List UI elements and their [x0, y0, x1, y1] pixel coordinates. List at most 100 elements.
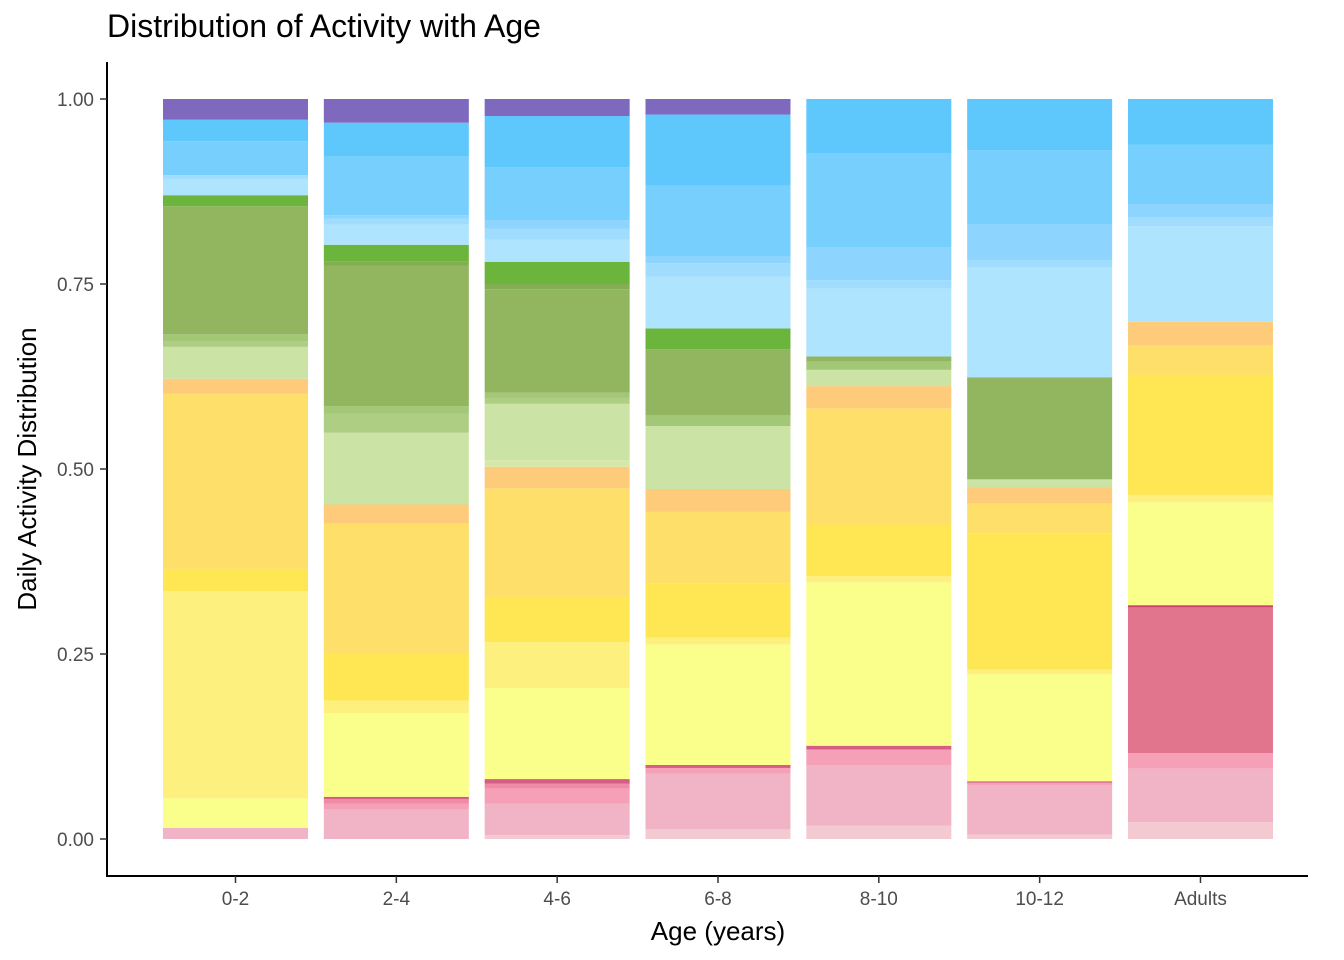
bar-segment	[645, 637, 791, 645]
bar-segment	[967, 266, 1113, 378]
bar-2-4	[323, 99, 469, 839]
bar-segment	[806, 99, 952, 154]
bar-segment	[163, 119, 308, 142]
bar-segment	[967, 260, 1113, 267]
bar-segment	[484, 284, 630, 290]
bar-segment	[645, 644, 791, 765]
y-tick-label: 0.25	[57, 645, 94, 666]
bar-segment	[806, 280, 952, 289]
bar-segment	[484, 783, 630, 789]
bar-segment	[967, 533, 1113, 670]
y-axis-title: Daily Activity Distribution	[12, 327, 42, 610]
bar-segment	[163, 195, 308, 207]
bar-segment	[806, 356, 952, 362]
bar-segment	[645, 414, 791, 427]
bar-segment	[484, 220, 630, 229]
bar-segment	[323, 432, 469, 505]
y-ticks-layer: 0.00 0.25 0.50 0.75 1.00	[57, 90, 107, 851]
bar-segment	[806, 524, 952, 577]
y-tick-label: 1.00	[57, 90, 94, 111]
bar-segment	[1127, 321, 1273, 346]
bar-segment	[806, 749, 952, 765]
bar-segment	[1127, 345, 1273, 376]
bar-segment	[645, 426, 791, 489]
bar-segment	[484, 403, 630, 461]
bar-segment	[484, 642, 630, 689]
bar-segment	[484, 167, 630, 221]
bar-segment	[484, 289, 630, 393]
bar-segment	[645, 99, 791, 115]
bar-segment	[323, 809, 469, 839]
bar-segment	[1127, 375, 1273, 495]
bar-segment	[645, 765, 791, 768]
bar-segment	[484, 779, 630, 784]
bar-segment	[645, 349, 791, 415]
bar-segment	[163, 591, 308, 799]
bar-segment	[163, 206, 308, 335]
bar-segment	[163, 175, 308, 179]
bar-segment	[806, 582, 952, 746]
bar-segment	[806, 825, 952, 839]
bar-segment	[1127, 217, 1273, 227]
bar-segment	[484, 460, 630, 467]
bar-segment	[323, 224, 469, 245]
bar-6-8	[645, 99, 791, 839]
bar-segment	[323, 122, 469, 157]
bar-segment	[967, 669, 1113, 674]
bar-segment	[323, 799, 469, 804]
bar-10-12	[967, 99, 1113, 839]
bar-segment	[645, 773, 791, 830]
bar-segment	[967, 479, 1113, 488]
bar-segment	[967, 834, 1113, 839]
bar-segment	[323, 796, 469, 800]
bar-segment	[806, 576, 952, 583]
bar-segment	[484, 488, 630, 598]
bar-0-2	[163, 99, 308, 839]
bar-segment	[323, 261, 469, 266]
bar-segment	[323, 713, 469, 797]
bar-segment	[806, 369, 952, 387]
bar-segment	[967, 377, 1113, 480]
bar-segment	[1127, 821, 1273, 839]
y-tick-label: 0.75	[57, 275, 94, 296]
bar-segment	[806, 408, 952, 525]
x-tick-label: 6-8	[704, 889, 731, 910]
bar-segment	[323, 700, 469, 714]
bars-layer	[163, 99, 1273, 839]
bar-segment	[645, 583, 791, 638]
bar-segment	[645, 263, 791, 277]
x-tick-label: 0-2	[222, 889, 249, 910]
x-tick-label: Adults	[1174, 889, 1227, 910]
bar-segment	[645, 276, 791, 329]
y-tick-label: 0.00	[57, 830, 94, 851]
bar-segment	[163, 798, 308, 828]
bar-segment	[484, 116, 630, 168]
bar-segment	[645, 488, 791, 512]
bar-segment	[645, 256, 791, 264]
bar-segment	[806, 745, 952, 750]
bar-segment	[484, 788, 630, 804]
bar-segment	[484, 803, 630, 836]
x-tick-label: 4-6	[543, 889, 570, 910]
bar-segment	[323, 99, 469, 123]
bar-segment	[806, 247, 952, 281]
bar-segment	[967, 782, 1113, 785]
bar-segment	[484, 392, 630, 398]
bar-segment	[484, 466, 630, 489]
bar-segment	[484, 261, 630, 284]
bar-segment	[645, 829, 791, 839]
bar-segment	[484, 228, 630, 240]
bar-segment	[806, 288, 952, 357]
bar-segment	[323, 406, 469, 414]
bar-segment	[484, 397, 630, 404]
bar-segment	[323, 523, 469, 654]
bar-segment	[645, 114, 791, 186]
bar-segment	[484, 597, 630, 643]
bar-segment	[645, 185, 791, 257]
bar-segment	[967, 781, 1113, 783]
bar-segment	[967, 99, 1113, 151]
bar-Adults	[1127, 99, 1273, 839]
bar-segment	[323, 244, 469, 262]
bar-segment	[806, 765, 952, 826]
